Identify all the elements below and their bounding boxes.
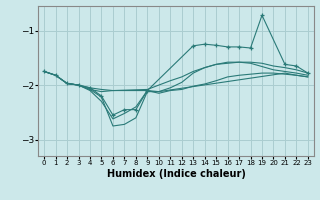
X-axis label: Humidex (Indice chaleur): Humidex (Indice chaleur) [107,169,245,179]
